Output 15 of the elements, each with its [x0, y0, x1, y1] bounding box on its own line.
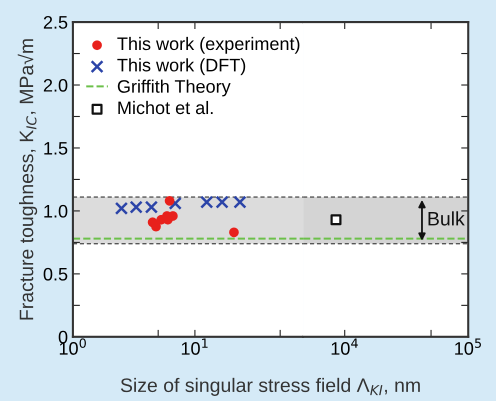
legend-label: Griffith Theory: [118, 80, 231, 96]
legend-label: This work (experiment): [117, 36, 300, 54]
x-axis-title: Size of singular stress field Λ$_{KI}$, nm: [120, 378, 420, 396]
y-tick-label: 1.5: [44, 142, 68, 155]
band-label: Bulk: [428, 211, 465, 226]
legend-label: This work (DFT): [117, 58, 246, 76]
y-tick-label: 2.0: [44, 78, 68, 92]
y-axis-title: Fracture toughness, K$_{IC}$, MPa√m: [18, 39, 38, 320]
legend-label: Michot et al.: [118, 100, 213, 114]
y-tick-label: 0.5: [44, 268, 68, 281]
x-tick-label: 10$^{1}$: [182, 338, 208, 355]
x-tick-label: 10$^{5}$: [455, 338, 481, 355]
y-tick-label: 1.0: [44, 204, 68, 218]
y-tick-label: 2.5: [44, 16, 68, 29]
x-tick-label: 10$^{4}$: [332, 338, 358, 355]
